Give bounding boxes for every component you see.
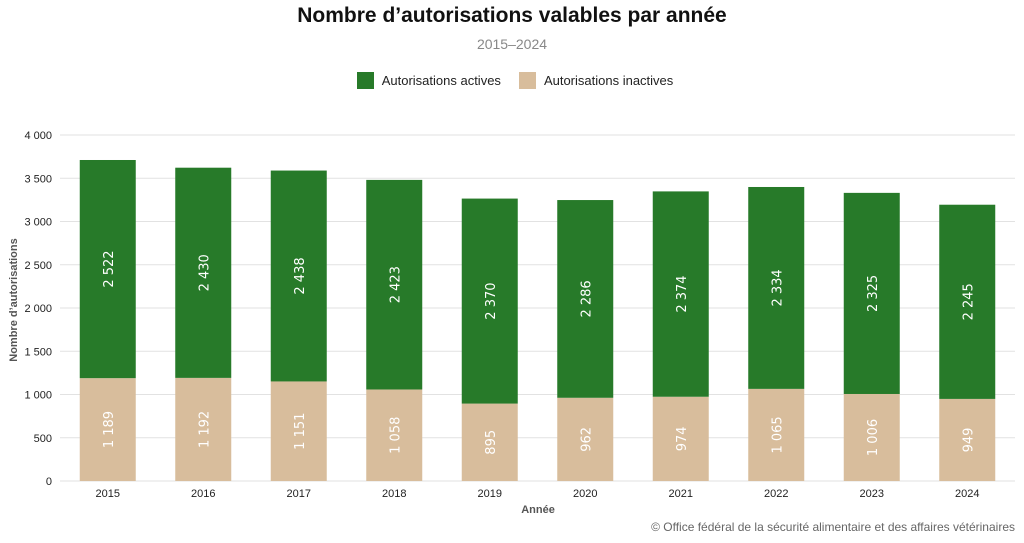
bar-inactives bbox=[270, 381, 327, 481]
x-tick-label: 2021 bbox=[669, 488, 693, 500]
y-tick-label: 3 500 bbox=[24, 173, 52, 185]
bar-actives bbox=[748, 186, 805, 389]
data-label: 2 334 bbox=[770, 269, 785, 306]
bar-inactives bbox=[366, 389, 423, 481]
data-label: 1 189 bbox=[102, 411, 117, 448]
bar-inactives bbox=[652, 396, 709, 481]
x-tick-label: 2015 bbox=[96, 488, 120, 500]
bar-actives bbox=[939, 204, 996, 399]
data-label: 2 374 bbox=[675, 275, 690, 312]
bar-inactives bbox=[843, 393, 900, 481]
y-tick-label: 1 000 bbox=[24, 390, 52, 402]
x-axis-title: Année bbox=[521, 504, 555, 516]
bar-actives bbox=[366, 179, 423, 390]
legend-label-actives: Autorisations actives bbox=[381, 73, 501, 88]
x-tick-label: 2019 bbox=[478, 488, 502, 500]
bar-actives bbox=[270, 170, 327, 382]
bar-inactives bbox=[79, 378, 136, 481]
x-tick-label: 2022 bbox=[764, 488, 788, 500]
y-tick-label: 3 000 bbox=[24, 217, 52, 229]
chart-subtitle: 2015–2024 bbox=[476, 36, 548, 52]
data-label: 1 006 bbox=[866, 419, 881, 456]
y-tick-label: 4 000 bbox=[24, 130, 52, 142]
legend-item-inactives[interactable]: Autorisations inactives bbox=[518, 72, 674, 89]
bar-actives bbox=[461, 198, 518, 404]
data-label: 1 151 bbox=[293, 413, 308, 450]
data-label: 1 192 bbox=[197, 411, 212, 448]
y-tick-label: 2 000 bbox=[24, 303, 52, 315]
bar-inactives bbox=[175, 377, 232, 481]
legend: Autorisations actives Autorisations inac… bbox=[0, 72, 1024, 89]
data-label: 2 286 bbox=[579, 280, 594, 317]
data-label: 2 245 bbox=[961, 283, 976, 320]
data-label: 2 370 bbox=[484, 282, 499, 319]
y-tick-label: 2 500 bbox=[24, 260, 52, 272]
y-tick-label: 500 bbox=[34, 433, 52, 445]
data-label: 2 522 bbox=[102, 250, 117, 287]
data-label: 1 058 bbox=[388, 417, 403, 454]
data-label: 974 bbox=[675, 426, 690, 451]
data-label: 1 065 bbox=[770, 416, 785, 453]
y-tick-label: 0 bbox=[46, 476, 52, 488]
x-tick-label: 2016 bbox=[191, 488, 215, 500]
source-credit: © Office fédéral de la sécurité alimenta… bbox=[651, 520, 1015, 534]
x-tick-label: 2017 bbox=[287, 488, 311, 500]
data-label: 2 438 bbox=[293, 257, 308, 294]
chart-title: Nombre d’autorisations valables par anné… bbox=[297, 4, 727, 27]
data-label: 2 423 bbox=[388, 266, 403, 303]
bar-actives bbox=[79, 159, 136, 379]
bar-actives bbox=[175, 167, 232, 378]
bar-inactives bbox=[939, 398, 996, 481]
bar-inactives bbox=[748, 388, 805, 481]
data-label: 949 bbox=[961, 428, 976, 453]
legend-swatch-actives bbox=[356, 72, 374, 89]
data-label: 2 430 bbox=[197, 254, 212, 291]
bar-actives bbox=[843, 192, 900, 394]
y-tick-label: 1 500 bbox=[24, 346, 52, 358]
data-label: 895 bbox=[484, 430, 499, 455]
bar-actives bbox=[652, 191, 709, 397]
x-tick-label: 2020 bbox=[573, 488, 597, 500]
data-label: 2 325 bbox=[866, 275, 881, 312]
x-tick-label: 2024 bbox=[955, 488, 979, 500]
x-tick-label: 2023 bbox=[860, 488, 884, 500]
bar-actives bbox=[557, 200, 614, 398]
bar-inactives bbox=[461, 403, 518, 481]
y-axis-title: Nombre d’autorisations bbox=[8, 238, 20, 361]
legend-item-actives[interactable]: Autorisations actives bbox=[356, 72, 501, 89]
x-tick-label: 2018 bbox=[382, 488, 406, 500]
legend-swatch-inactives bbox=[518, 72, 536, 89]
bar-inactives bbox=[557, 397, 614, 481]
data-label: 962 bbox=[579, 427, 594, 452]
legend-label-inactives: Autorisations inactives bbox=[543, 73, 674, 88]
